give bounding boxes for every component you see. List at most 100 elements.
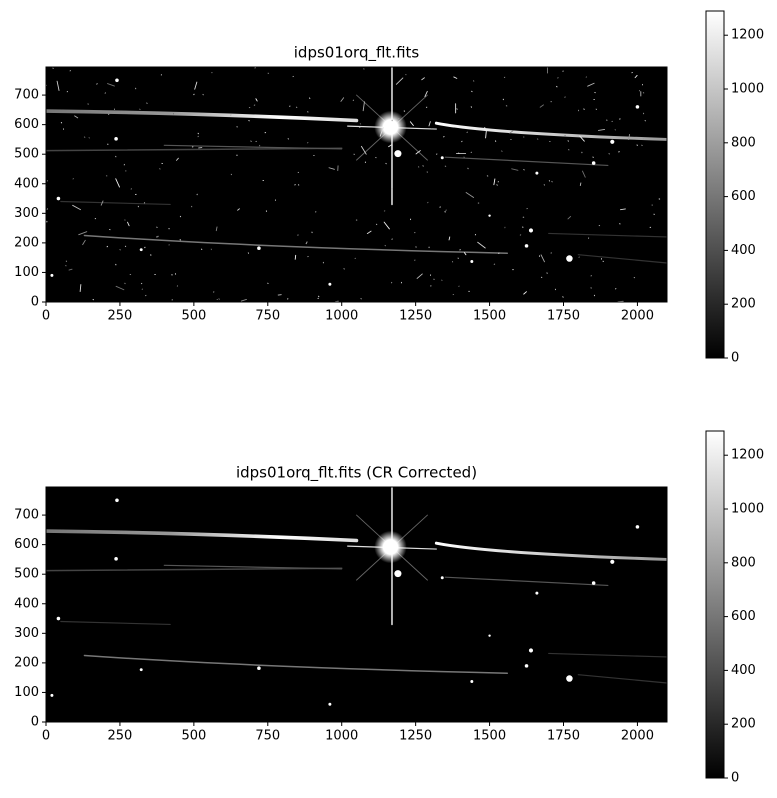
- cosmic-ray: [424, 90, 428, 98]
- cosmic-ray: [388, 144, 393, 148]
- cosmic-ray: [579, 135, 585, 142]
- colorbar-tick-label: 400: [731, 243, 756, 258]
- axes-frame: [45, 486, 668, 723]
- y-tick-label: 100: [14, 265, 39, 280]
- cosmic-ray: [215, 226, 218, 232]
- cosmic-ray: [509, 130, 514, 134]
- y-tick-label: 300: [14, 626, 39, 641]
- colorbar-tick-label: 1000: [731, 82, 764, 97]
- x-tick-label: 1000: [325, 729, 358, 744]
- cosmic-ray: [328, 167, 335, 170]
- cosmic-ray: [115, 178, 120, 188]
- y-tick-label: 400: [14, 176, 39, 191]
- cosmic-ray: [409, 121, 414, 126]
- cosmic-ray: [395, 77, 404, 85]
- colorbar-tick-label: 800: [731, 135, 756, 150]
- cosmic-ray: [360, 145, 367, 155]
- x-tick-label: 750: [255, 729, 280, 744]
- x-tick-label: 250: [108, 309, 133, 324]
- cosmic-ray: [68, 268, 73, 271]
- cosmic-ray: [540, 254, 545, 263]
- colorbar-tick-label: 1200: [731, 448, 764, 463]
- x-tick-label: 750: [255, 309, 280, 324]
- cosmic-ray: [115, 285, 125, 291]
- cosmic-ray: [634, 75, 638, 79]
- x-tick-label: 1750: [547, 729, 580, 744]
- cosmic-ray: [362, 101, 365, 112]
- sky: [46, 487, 667, 722]
- colorbar-tick-label: 400: [731, 663, 756, 678]
- x-tick-label: 2000: [621, 309, 654, 324]
- colorbar-tick-label: 200: [731, 717, 756, 732]
- y-tick-label: 500: [14, 567, 39, 582]
- y-tick-label: 200: [14, 235, 39, 250]
- x-tick-label: 1000: [325, 309, 358, 324]
- image: [46, 67, 667, 302]
- cosmic-ray: [255, 98, 258, 102]
- cosmic-ray: [428, 121, 431, 127]
- cosmic-ray: [523, 291, 527, 295]
- cosmic-ray: [493, 178, 496, 186]
- cosmic-ray: [421, 77, 425, 81]
- cosmic-ray: [176, 157, 179, 161]
- cosmic-ray: [379, 127, 384, 137]
- cosmic-ray: [79, 284, 82, 293]
- cosmic-ray: [100, 200, 104, 206]
- cosmic-ray: [453, 76, 458, 79]
- x-tick-label: 500: [181, 309, 206, 324]
- y-tick-label: 600: [14, 537, 39, 552]
- cosmic-ray: [72, 204, 81, 211]
- x-tick-label: 0: [42, 729, 50, 744]
- cosmic-ray: [383, 221, 390, 230]
- x-tick-label: 500: [181, 729, 206, 744]
- colorbar-tick-label: 1200: [731, 28, 764, 43]
- cosmic-ray: [74, 115, 79, 119]
- cosmic-ray: [294, 254, 297, 260]
- colorbar-tick-label: 600: [731, 189, 756, 204]
- cosmic-ray: [511, 168, 519, 171]
- x-tick-label: 1500: [473, 309, 506, 324]
- cosmic-ray: [194, 81, 198, 90]
- cosmic-ray: [587, 82, 595, 87]
- chart-title: idps01orq_flt.fits (CR Corrected): [236, 464, 477, 483]
- cosmic-ray: [448, 236, 451, 241]
- cosmic-ray: [340, 97, 345, 102]
- x-tick-label: 1250: [399, 729, 432, 744]
- chart-title: idps01orq_flt.fits: [294, 44, 420, 63]
- y-tick-label: 300: [14, 206, 39, 221]
- image-content: [46, 487, 667, 722]
- cosmic-ray: [567, 216, 572, 220]
- cosmic-ray: [237, 208, 240, 211]
- cosmic-ray: [78, 231, 88, 236]
- colorbar-tick-label: 200: [731, 297, 756, 312]
- cosmic-ray: [107, 83, 115, 87]
- colorbar-tick-label: 800: [731, 555, 756, 570]
- sky: [46, 67, 667, 302]
- colorbar-tick-label: 600: [731, 609, 756, 624]
- colorbar-tick-label: 1000: [731, 502, 764, 517]
- colorbar: [705, 10, 725, 359]
- cosmic-ray: [465, 192, 475, 198]
- x-tick-label: 1500: [473, 729, 506, 744]
- y-tick-label: 0: [31, 715, 39, 730]
- cosmic-ray: [366, 230, 372, 235]
- image-content: [46, 67, 667, 302]
- x-tick-label: 0: [42, 309, 50, 324]
- cosmic-ray: [539, 104, 544, 108]
- cosmic-ray: [416, 273, 423, 279]
- y-tick-label: 400: [14, 596, 39, 611]
- cosmic-ray: [56, 80, 60, 91]
- cosmic-ray: [579, 182, 582, 186]
- cosmic-ray: [485, 130, 487, 139]
- cosmic-ray: [620, 208, 626, 211]
- x-tick-label: 250: [108, 729, 133, 744]
- colorbar-tick-label: 0: [731, 351, 739, 366]
- x-tick-label: 2000: [621, 729, 654, 744]
- y-tick-label: 500: [14, 147, 39, 162]
- image: [46, 487, 667, 722]
- cosmic-ray: [82, 239, 86, 246]
- x-tick-label: 1250: [399, 309, 432, 324]
- colorbar-tick-label: 0: [731, 771, 739, 786]
